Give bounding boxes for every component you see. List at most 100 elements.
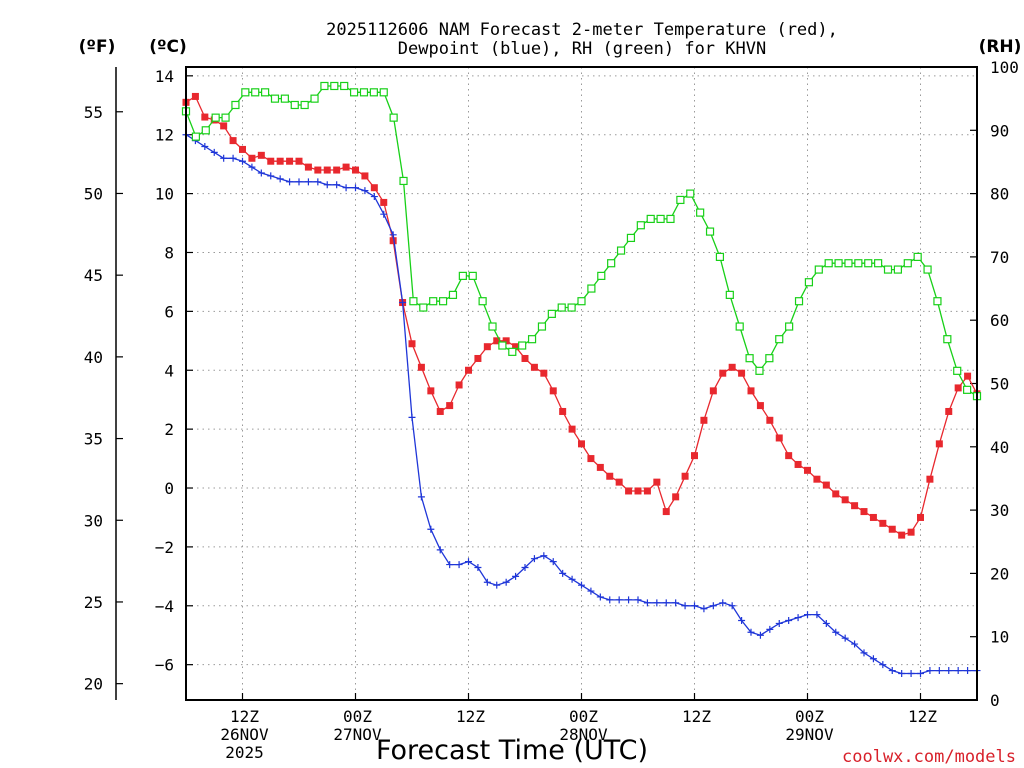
- dewpoint-point: [822, 619, 830, 627]
- plot-frame: [185, 66, 978, 701]
- dewpoint-point: [596, 593, 604, 601]
- temperature-point: [427, 387, 435, 395]
- temperature-point: [530, 363, 538, 371]
- temperature-point: [286, 157, 294, 165]
- rh-point: [290, 100, 299, 110]
- rh-point: [518, 341, 527, 350]
- dewpoint-point: [427, 525, 435, 533]
- rh-point: [607, 259, 616, 268]
- dewpoint-point: [615, 596, 623, 604]
- temperature-point: [794, 460, 802, 468]
- dewpoint-point: [512, 572, 520, 580]
- dewpoint-point: [869, 655, 877, 663]
- rh-tick-label: 30: [990, 501, 1009, 520]
- dewpoint-point: [964, 667, 972, 675]
- rh-point: [527, 335, 537, 344]
- rh-point: [696, 208, 705, 217]
- temperature-point: [719, 369, 727, 377]
- rh-point: [508, 347, 517, 356]
- dewpoint-point: [653, 599, 661, 607]
- celsius-tick-label: 4: [164, 361, 174, 380]
- temperature-point: [879, 519, 887, 527]
- temperature-point: [964, 372, 972, 380]
- temperature-point: [841, 496, 849, 504]
- fahrenheit-unit-label: (ºF): [79, 37, 116, 57]
- temperature-point: [709, 387, 717, 395]
- x-tick-label: 12Z: [908, 707, 937, 726]
- x-tick-label: 27NOV: [333, 725, 382, 744]
- temperature-point: [549, 387, 557, 395]
- temperature-point: [653, 478, 661, 486]
- fahrenheit-tick-label: 25: [84, 593, 103, 612]
- dewpoint-point: [239, 157, 246, 165]
- rh-point: [765, 354, 774, 363]
- temperature-point: [257, 151, 265, 159]
- celsius-tick-label: −2: [155, 538, 174, 557]
- rh-point: [666, 214, 675, 224]
- temperature-point: [540, 369, 548, 377]
- rh-tick-label: 20: [990, 564, 1009, 583]
- temperature-point: [201, 113, 209, 121]
- dewpoint-point: [728, 602, 736, 610]
- dewpoint-point: [813, 611, 821, 619]
- x-tick-label: 29NOV: [785, 725, 834, 744]
- dewpoint-point: [672, 599, 680, 607]
- dewpoint-point: [530, 555, 538, 563]
- dewpoint-point: [559, 569, 567, 577]
- dewpoint-point: [521, 564, 529, 572]
- temperature-point: [314, 166, 322, 174]
- dewpoint-point: [549, 558, 557, 566]
- dewpoint-point: [370, 193, 378, 201]
- temperature-point: [747, 387, 755, 395]
- dewpoint-point: [794, 614, 802, 622]
- dewpoint-point: [229, 154, 237, 162]
- temperature-point: [229, 137, 237, 145]
- temperature-point: [323, 166, 331, 174]
- celsius-tick-label: 14: [155, 67, 174, 86]
- dewpoint-point: [333, 181, 341, 189]
- rh-point: [300, 100, 309, 110]
- temperature-point: [869, 513, 877, 521]
- dewpoint-point: [352, 184, 359, 192]
- temperature-point: [239, 145, 246, 153]
- temperature-point: [766, 416, 774, 424]
- celsius-tick-label: 8: [164, 243, 174, 262]
- rh-point: [636, 221, 645, 230]
- dewpoint-point: [719, 599, 727, 607]
- rh-point: [854, 259, 863, 268]
- dewpoint-point: [709, 602, 717, 610]
- celsius-tick-label: 12: [155, 126, 174, 145]
- temperature-point: [888, 525, 896, 533]
- dewpoint-point: [917, 670, 924, 678]
- celsius-tick-label: 2: [164, 420, 174, 439]
- dewpoint-point: [417, 493, 425, 501]
- temperature-point: [606, 472, 614, 480]
- temperature-point: [568, 425, 576, 433]
- dewpoint-point: [295, 178, 303, 186]
- temperature-point: [267, 157, 275, 165]
- rh-point: [705, 227, 715, 236]
- rh-point: [943, 335, 952, 344]
- rh-point: [221, 113, 230, 122]
- series-line: [185, 85, 978, 397]
- temperature-point: [502, 337, 510, 345]
- rh-point: [933, 297, 942, 306]
- rh-point: [270, 94, 280, 103]
- fahrenheit-axis: 55 50 45 40 35 30 25 20: [84, 103, 123, 694]
- temperature-point: [455, 381, 463, 389]
- rh-point: [547, 309, 556, 318]
- dewpoint-point: [267, 172, 275, 180]
- temperature-point: [446, 402, 454, 410]
- rh-point: [448, 290, 458, 299]
- dewpoint-point: [342, 184, 350, 192]
- chart-title-line-2: Dewpoint (blue), RH (green) for KHVN: [398, 39, 766, 59]
- rh-point: [893, 265, 903, 274]
- dewpoint-point: [286, 178, 294, 186]
- rh-point: [626, 233, 636, 243]
- temperature-point: [907, 528, 915, 536]
- rh-point: [280, 94, 289, 103]
- rh-point: [883, 265, 893, 274]
- fahrenheit-tick-label: 50: [84, 184, 103, 203]
- dewpoint-point: [493, 581, 501, 589]
